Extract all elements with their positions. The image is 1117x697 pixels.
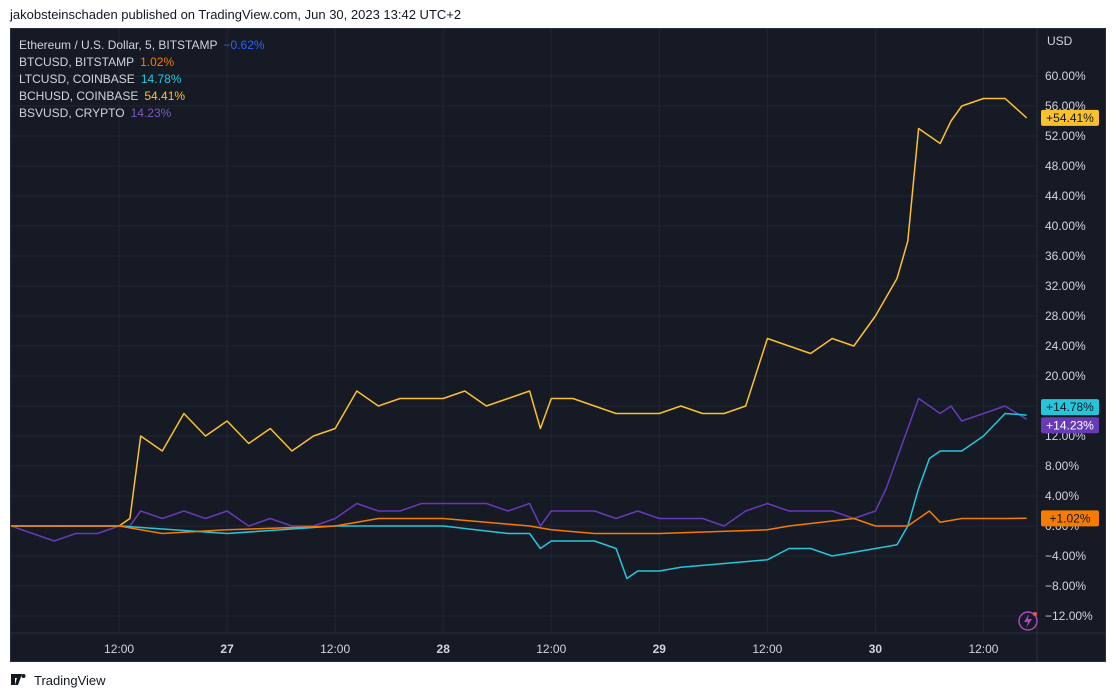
y-axis-currency-label: USD (1047, 34, 1073, 48)
lightning-bolt-icon (1024, 614, 1032, 628)
legend-value-eth: −0.62% (223, 38, 265, 52)
x-tick-label: 30 (869, 642, 883, 656)
y-tick-label: 60.00% (1045, 69, 1086, 83)
y-tick-label: 8.00% (1045, 459, 1079, 473)
y-tick-label: 4.00% (1045, 489, 1079, 503)
price-tag-label-3: +1.02% (1049, 511, 1090, 525)
x-tick-label: 28 (437, 642, 451, 656)
y-tick-label: 36.00% (1045, 249, 1086, 263)
x-tick-label: 27 (220, 642, 234, 656)
x-tick-label: 12:00 (536, 642, 566, 656)
y-tick-label: 40.00% (1045, 219, 1086, 233)
y-tick-label: 28.00% (1045, 309, 1086, 323)
x-tick-label: 29 (653, 642, 667, 656)
legend-label-bch: BCHUSD, COINBASE (19, 89, 139, 103)
y-tick-label: −4.00% (1045, 549, 1086, 563)
chart-panel[interactable]: 60.00% 56.00% 52.00% 48.00% 44.00% 40.00% 36.0… (10, 28, 1106, 662)
legend-row-bsv[interactable]: BSVUSD, CRYPTO 14.23% (19, 105, 265, 122)
x-tick-label: 12:00 (320, 642, 350, 656)
series-line-2 (11, 412, 1027, 580)
legend-value-bsv: 14.23% (130, 106, 172, 120)
footer-bar: TradingView (0, 664, 1117, 697)
legend-row-bch[interactable]: BCHUSD, COINBASE 54.41% (19, 88, 265, 105)
y-tick-label: 24.00% (1045, 339, 1086, 353)
legend-label-ltc: LTCUSD, COINBASE (19, 72, 135, 86)
x-tick-label: 12:00 (752, 642, 782, 656)
y-tick-label: 48.00% (1045, 159, 1086, 173)
legend-value-bch: 54.41% (144, 89, 186, 103)
price-tag-bg-0 (1041, 109, 1099, 126)
lightning-event-icon[interactable] (1018, 611, 1038, 631)
legend-value-btc: 1.02% (140, 55, 175, 69)
y-tick-label: −12.00% (1045, 609, 1093, 623)
publisher-text: jakobsteinschaden published on TradingVi… (10, 7, 462, 22)
publisher-bar: jakobsteinschaden published on TradingVi… (0, 0, 1117, 30)
x-tick-label: 12:00 (104, 642, 134, 656)
legend-label-btc: BTCUSD, BITSTAMP (19, 55, 135, 69)
y-tick-label: 32.00% (1045, 279, 1086, 293)
price-tag-label-1: +14.23% (1046, 418, 1094, 432)
price-tag-bg-2 (1041, 399, 1099, 416)
legend-row-eth[interactable]: Ethereum / U.S. Dollar, 5, BITSTAMP −0.62… (19, 37, 265, 54)
notification-dot-icon (1033, 612, 1037, 616)
legend-row-ltc[interactable]: LTCUSD, COINBASE 14.78% (19, 71, 265, 88)
y-tick-label: 44.00% (1045, 189, 1086, 203)
price-tag-label-2: +14.78% (1046, 400, 1094, 414)
price-tag-bg-1 (1041, 417, 1099, 434)
series-line-3 (11, 510, 1027, 535)
y-tick-label: −8.00% (1045, 579, 1086, 593)
legend-label-bsv: BSVUSD, CRYPTO (19, 106, 125, 120)
series-line-0 (11, 97, 1028, 527)
x-tick-label: 12:00 (968, 642, 998, 656)
y-tick-label: 20.00% (1045, 369, 1086, 383)
price-tag-bg-3 (1041, 510, 1099, 527)
chart-legend: Ethereum / U.S. Dollar, 5, BITSTAMP −0.62… (19, 37, 265, 122)
series-line-1 (11, 397, 1028, 542)
y-tick-label: 56.00% (1045, 99, 1086, 113)
chart-svg[interactable]: 60.00% 56.00% 52.00% 48.00% 44.00% 40.00% 36.0… (11, 29, 1106, 662)
legend-value-ltc: 14.78% (140, 72, 182, 86)
legend-label-eth: Ethereum / U.S. Dollar, 5, BITSTAMP (19, 38, 218, 52)
tradingview-logo-icon[interactable] (10, 674, 30, 688)
tradingview-brand[interactable]: TradingView (34, 673, 106, 688)
y-tick-label: 52.00% (1045, 129, 1086, 143)
legend-row-btc[interactable]: BTCUSD, BITSTAMP 1.02% (19, 54, 265, 71)
price-tag-label-0: +54.41% (1046, 111, 1094, 125)
